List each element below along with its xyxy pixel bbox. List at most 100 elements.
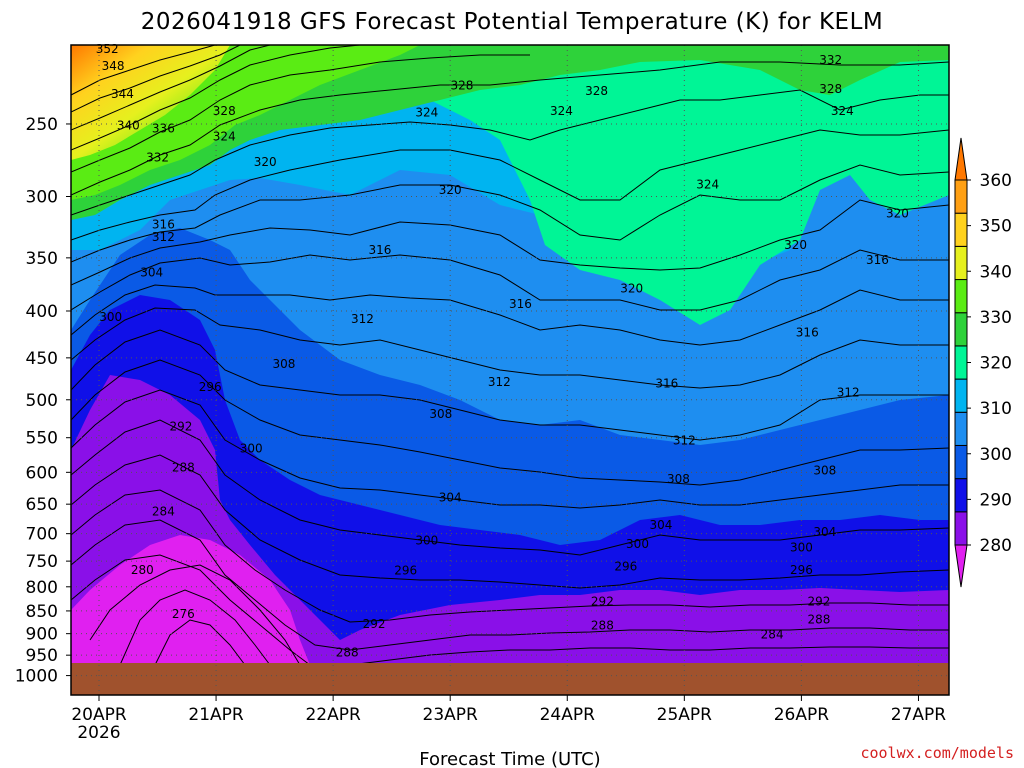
y-tick-label: 250 xyxy=(26,115,58,135)
x-tick-label: 21APR xyxy=(188,705,244,725)
contour-label: 312 xyxy=(673,434,696,448)
contour-label: 312 xyxy=(351,312,374,326)
x-tick-label: 22APR xyxy=(305,705,361,725)
ground-surface xyxy=(71,663,949,695)
colorbar-segment xyxy=(954,279,968,314)
contour-label: 308 xyxy=(429,407,452,421)
contour-label: 320 xyxy=(620,281,643,295)
contour-label: 324 xyxy=(696,177,719,191)
contour-label: 344 xyxy=(111,87,134,101)
contour-label: 280 xyxy=(131,563,154,577)
y-tick-label: 900 xyxy=(26,625,58,645)
y-tick-label: 400 xyxy=(26,302,58,322)
contour-label: 316 xyxy=(655,377,678,391)
x-tick-label: 23APR xyxy=(423,705,479,725)
colorbar-label: 350 xyxy=(980,217,1012,237)
contour-label: 312 xyxy=(837,386,860,400)
x-tick-label: 25APR xyxy=(657,705,713,725)
colorbar-label: 320 xyxy=(980,354,1012,374)
contour-label: 296 xyxy=(790,563,813,577)
contour-label: 292 xyxy=(169,420,192,434)
contour-label: 308 xyxy=(273,357,296,371)
colorbar-segment xyxy=(954,411,968,446)
colorbar-segment xyxy=(954,511,968,546)
contour-label: 312 xyxy=(152,230,175,244)
x-tick-label: 27APR xyxy=(891,705,947,725)
x-tick-label: 20APR xyxy=(71,705,127,725)
x-axis: 20APR 21APR 22APR 23APR 24APR 25APR 26APR 27APR… xyxy=(71,695,946,743)
contour-label: 320 xyxy=(439,183,462,197)
colorbar-label: 330 xyxy=(980,308,1012,328)
colorbar-segment xyxy=(954,179,968,214)
contour-label: 316 xyxy=(152,218,175,232)
credit-text: coolwx.com/models xyxy=(860,744,1014,762)
x-tick-label: 26APR xyxy=(774,705,830,725)
contour-label: 320 xyxy=(886,206,909,220)
y-tick-label: 750 xyxy=(26,552,58,572)
contour-label: 312 xyxy=(488,375,511,389)
contour-label: 308 xyxy=(667,472,690,486)
grid xyxy=(71,45,949,695)
y-tick-label: 850 xyxy=(26,602,58,622)
contour-label: 324 xyxy=(415,106,438,120)
contour-label: 292 xyxy=(363,617,386,631)
contour-label: 320 xyxy=(784,238,807,252)
colorbar-label: 300 xyxy=(980,445,1012,465)
contour-label: 300 xyxy=(415,533,438,547)
contour-label: 324 xyxy=(550,104,573,118)
contour-label: 328 xyxy=(819,82,842,96)
contour-label: 288 xyxy=(172,461,195,475)
contour-label: 304 xyxy=(439,490,462,504)
plot-frame xyxy=(70,44,950,696)
colorbar-segment xyxy=(954,345,968,380)
y-tick-label: 350 xyxy=(26,249,58,269)
colorbar: 280 290 300 310 320 330 340 350 360 xyxy=(954,137,1012,588)
contour-label: 332 xyxy=(819,53,842,67)
chart-title: 2026041918 GFS Forecast Potential Temper… xyxy=(141,9,883,35)
x-tick-year: 2026 xyxy=(77,723,120,743)
contour-label: 304 xyxy=(813,525,836,539)
contour-label: 296 xyxy=(614,559,637,573)
contour-label: 328 xyxy=(585,84,608,98)
colorbar-segment xyxy=(954,312,968,347)
contour-label: 288 xyxy=(591,619,614,633)
contour-label: 308 xyxy=(813,463,836,477)
contour-label: 316 xyxy=(796,325,819,339)
band-below-280 xyxy=(71,535,310,665)
contour-label: 336 xyxy=(152,122,175,136)
contour-label: 296 xyxy=(394,564,417,578)
contour-label: 324 xyxy=(831,104,854,118)
x-axis-label: Forecast Time (UTC) xyxy=(419,749,600,768)
contour-label: 300 xyxy=(240,441,263,455)
y-tick-label: 500 xyxy=(26,391,58,411)
contour-label: 284 xyxy=(152,504,175,518)
contour-label: 292 xyxy=(591,594,614,608)
contour-label: 288 xyxy=(336,646,359,660)
y-tick-label: 450 xyxy=(26,349,58,369)
colorbar-segment xyxy=(954,212,968,247)
contour-label: 340 xyxy=(117,119,140,133)
contour-label: 300 xyxy=(626,537,649,551)
colorbar-segment xyxy=(954,478,968,513)
colorbar-label: 360 xyxy=(980,171,1012,191)
colorbar-label: 280 xyxy=(980,536,1012,556)
colorbar-segment xyxy=(954,444,968,480)
contour-label: 352 xyxy=(96,42,119,56)
contour-label: 304 xyxy=(649,518,672,532)
contour-label: 300 xyxy=(790,541,813,555)
contour-label: 328 xyxy=(450,79,473,93)
contour-label: 284 xyxy=(761,628,784,642)
band-320-330-aqua xyxy=(240,45,949,325)
contour-label: 316 xyxy=(866,253,889,267)
contour-label: 332 xyxy=(146,151,169,165)
y-tick-label: 800 xyxy=(26,578,58,598)
y-tick-label: 600 xyxy=(26,463,58,483)
contour-lines xyxy=(71,45,949,666)
y-tick-label: 650 xyxy=(26,495,58,515)
y-axis: 250 300 350 400 450 500 550 600 650 700 750 800 850 9… xyxy=(15,115,71,687)
contour-label: 348 xyxy=(102,59,125,73)
band-350-360 xyxy=(71,45,230,160)
contour-label: 304 xyxy=(140,265,163,279)
